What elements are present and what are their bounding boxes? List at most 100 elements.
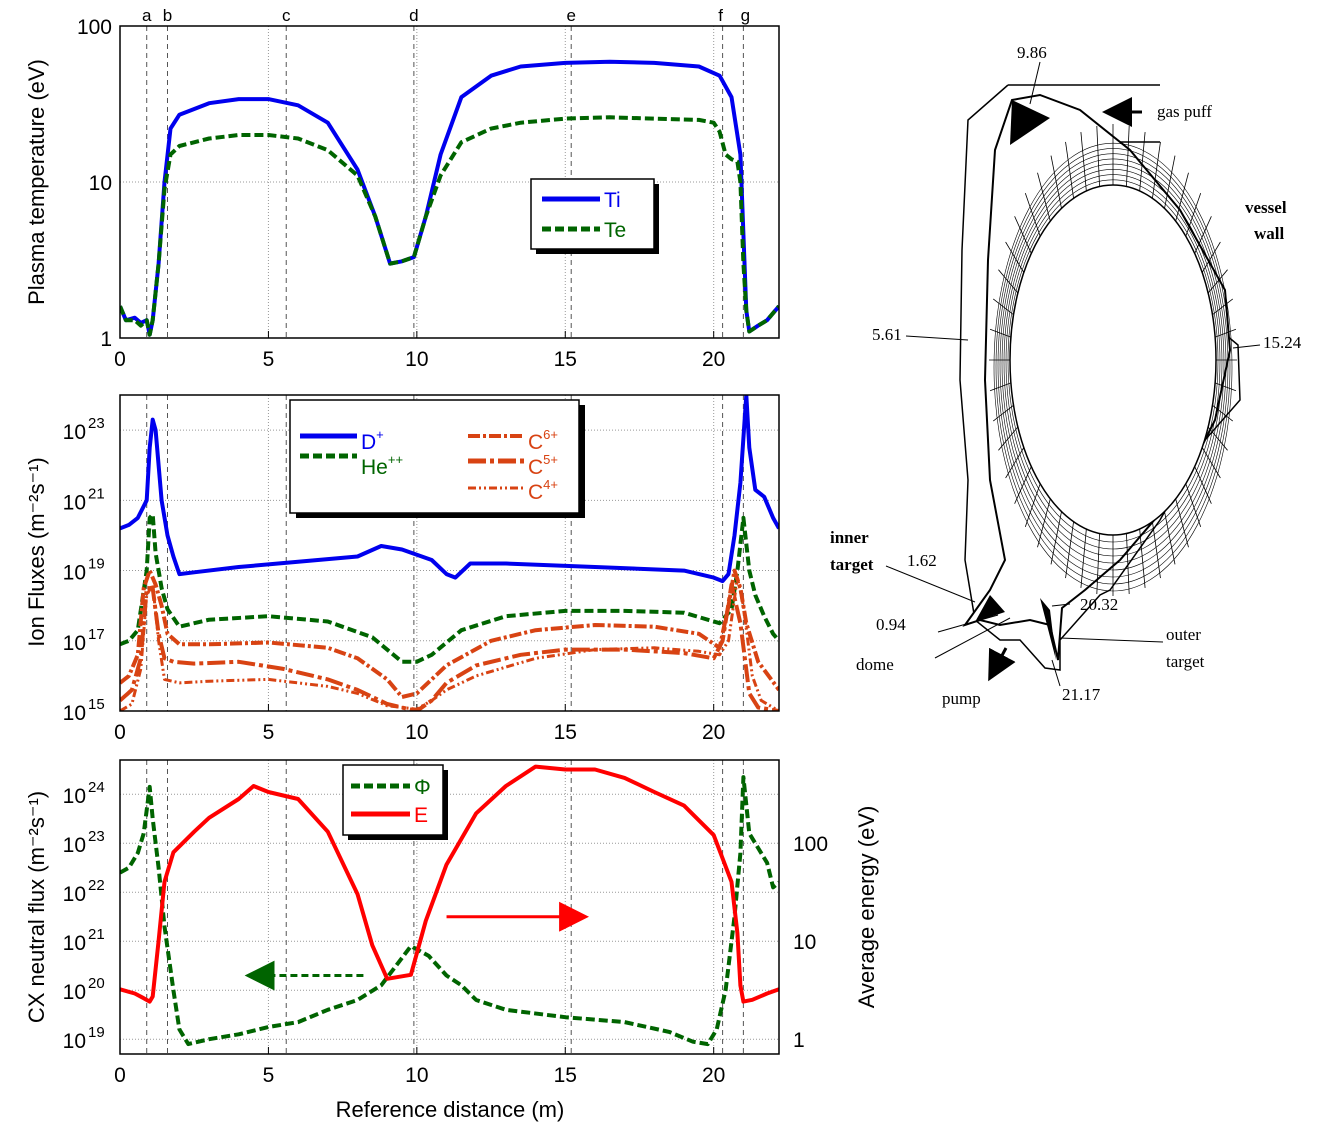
mesh-radial-line bbox=[1164, 511, 1176, 565]
x-axis-label: Reference distance (m) bbox=[336, 1097, 565, 1122]
mesh-radial-line bbox=[1194, 466, 1212, 504]
series-line-e bbox=[120, 764, 779, 1004]
mesh-flux-surface bbox=[993, 142, 1233, 592]
mesh-radial-line bbox=[1175, 498, 1189, 548]
contour-label: 0.94 bbox=[876, 615, 906, 634]
inner-divertor-leg bbox=[975, 595, 1005, 622]
y-tick-exponent: 23 bbox=[88, 415, 105, 432]
series-group bbox=[120, 395, 779, 711]
y-tick-label: 10 bbox=[63, 632, 86, 655]
x-tick-label: 0 bbox=[114, 721, 126, 744]
mesh-radial-line bbox=[1065, 521, 1074, 579]
leader-line bbox=[1051, 603, 1071, 607]
legend-label-c6: C6+ bbox=[528, 427, 558, 454]
mesh-flux-surface bbox=[1003, 169, 1223, 557]
y-tick-exponent: 20 bbox=[88, 975, 105, 992]
series-line-c6 bbox=[120, 568, 779, 699]
outer-target-label: target bbox=[1166, 652, 1205, 671]
tokamak-diagram: 9.86 5.61 15.24 1.62 20.32 0.94 21.17 gas puff v… bbox=[830, 43, 1302, 708]
legend-label-e: E bbox=[414, 804, 428, 827]
y-tick-label: 10 bbox=[89, 172, 112, 195]
region-letter: e bbox=[566, 6, 575, 25]
y-tick-label: 10 bbox=[63, 883, 86, 906]
x-tick-label: 5 bbox=[263, 348, 275, 371]
contour-label: 15.24 bbox=[1263, 333, 1302, 352]
legend-label-d-plus: D+ bbox=[361, 427, 384, 454]
series-line-c5 bbox=[120, 582, 779, 711]
x-tick-label: 5 bbox=[263, 721, 275, 744]
series-group bbox=[120, 764, 779, 1047]
y-tick-label: 100 bbox=[77, 16, 112, 39]
x-tick-label: 5 bbox=[263, 1064, 275, 1087]
mesh-flux-surface bbox=[995, 148, 1231, 585]
y-right-tick-label: 1 bbox=[793, 1029, 805, 1052]
gas-puff-label: gas puff bbox=[1157, 102, 1212, 121]
mesh-radial-line bbox=[1201, 447, 1221, 479]
mesh-radial-line bbox=[1139, 529, 1146, 588]
x-tick-label: 10 bbox=[405, 1064, 428, 1087]
y-tick-exponent: 24 bbox=[88, 779, 105, 796]
legend-label-te: Te bbox=[604, 219, 626, 242]
y-right-tick-label: 100 bbox=[793, 833, 828, 856]
legend-label-he: He++ bbox=[361, 452, 403, 479]
plot-frame bbox=[119, 394, 780, 712]
temperature-legend: Ti Te bbox=[530, 178, 659, 254]
computational-mesh bbox=[975, 100, 1237, 660]
leader-line bbox=[905, 335, 969, 341]
mesh-radial-line bbox=[1152, 521, 1161, 579]
y-axis-label-ion-flux: Ion Fluxes (m⁻²s⁻¹) bbox=[24, 457, 49, 646]
y-right-tick-label: 10 bbox=[793, 931, 816, 954]
mesh-radial-line bbox=[1214, 328, 1237, 338]
y-tick-label: 1 bbox=[100, 328, 112, 351]
mesh-flux-surface bbox=[1001, 163, 1225, 564]
mesh-radial-line bbox=[1185, 483, 1202, 528]
y-tick-label: 10 bbox=[63, 834, 86, 857]
outer-label: outer bbox=[1166, 625, 1201, 644]
series-line-ti bbox=[120, 59, 779, 337]
series-line-d bbox=[120, 395, 779, 584]
contour-label: 5.61 bbox=[872, 325, 902, 344]
mesh-radial-line bbox=[1005, 447, 1025, 479]
region-letter: b bbox=[163, 6, 172, 25]
y-tick-label: 10 bbox=[63, 421, 86, 444]
y-tick-label: 10 bbox=[63, 981, 86, 1004]
inner-label: inner bbox=[830, 528, 869, 547]
y-tick-label: 10 bbox=[63, 785, 86, 808]
core-region bbox=[1009, 184, 1217, 536]
series-line-te bbox=[120, 115, 779, 337]
y-axis-label-temperature: Plasma temperature (eV) bbox=[24, 59, 49, 305]
pump-label: pump bbox=[942, 689, 981, 708]
y-tick-label: 10 bbox=[63, 1030, 86, 1053]
y-tick-label: 10 bbox=[63, 932, 86, 955]
x-tick-label: 15 bbox=[554, 721, 577, 744]
mesh-radial-line bbox=[1080, 529, 1087, 588]
series-line-c4 bbox=[120, 576, 779, 711]
inner-target-label: target bbox=[830, 555, 874, 574]
top-shadow bbox=[1010, 100, 1050, 145]
y-tick-exponent: 17 bbox=[88, 626, 105, 643]
leader-line bbox=[885, 565, 976, 603]
y-tick-exponent: 21 bbox=[88, 485, 105, 502]
mesh-radial-line bbox=[1096, 533, 1100, 594]
contour-label: 20.32 bbox=[1080, 595, 1118, 614]
x-tick-label: 15 bbox=[554, 1064, 577, 1087]
y-tick-exponent: 22 bbox=[88, 877, 105, 894]
region-letter: f bbox=[718, 6, 723, 25]
region-letter: c bbox=[282, 6, 291, 25]
series-group bbox=[120, 59, 779, 337]
x-tick-label: 15 bbox=[554, 348, 577, 371]
leader-line bbox=[937, 614, 999, 633]
mesh-radial-line bbox=[989, 328, 1012, 338]
contour-label: 9.86 bbox=[1017, 43, 1047, 62]
mesh-radial-line bbox=[1037, 498, 1051, 548]
region-letter: g bbox=[741, 6, 750, 25]
contour-label: 21.17 bbox=[1062, 685, 1101, 704]
contour-label: 1.62 bbox=[907, 551, 937, 570]
series-line- bbox=[120, 775, 779, 1047]
mesh-flux-surface bbox=[1007, 179, 1219, 543]
y-axis-label-average-energy: Average energy (eV) bbox=[854, 806, 879, 1009]
legend-label-c5: C5+ bbox=[528, 452, 558, 479]
y-tick-label: 10 bbox=[63, 562, 86, 585]
